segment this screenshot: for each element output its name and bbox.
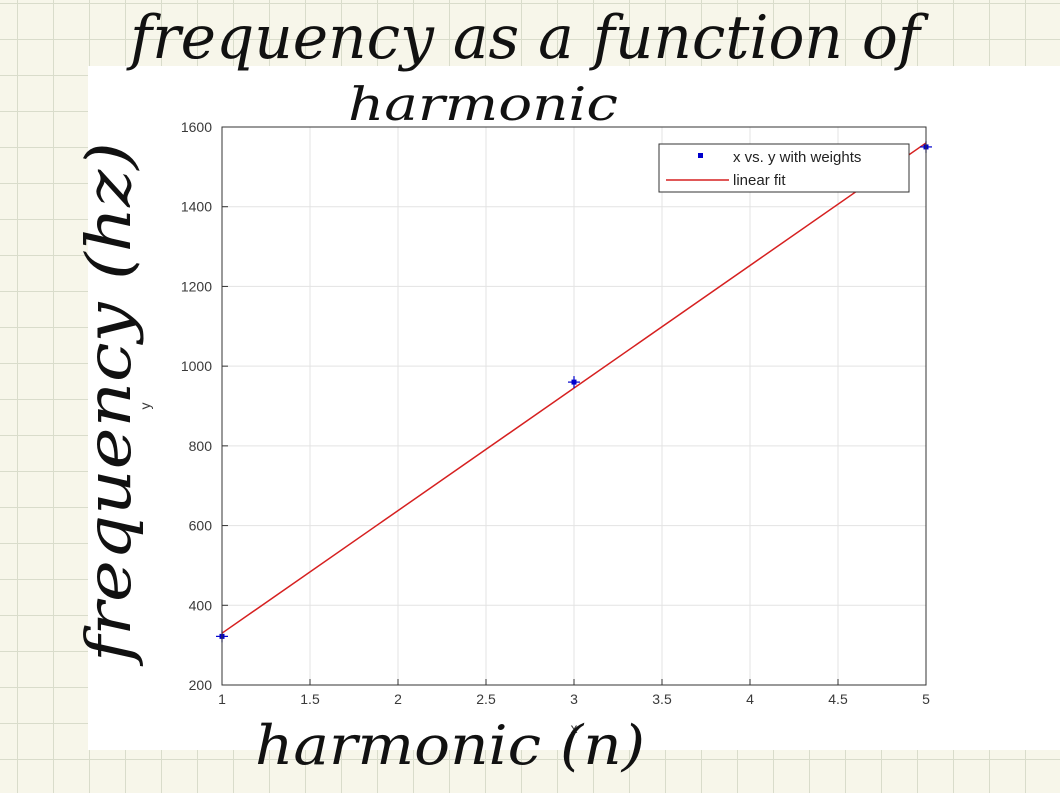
legend-marker-points <box>698 153 703 158</box>
data-point-marker <box>571 379 577 385</box>
handwritten-y-label: frequency (hz) <box>72 142 145 667</box>
handwritten-title-line1: frequency as a function of <box>126 3 930 73</box>
y-axis-label: y <box>137 403 153 410</box>
y-tick-label: 600 <box>189 518 213 534</box>
x-axis-label: x <box>571 720 578 736</box>
x-tick-label: 1.5 <box>300 691 320 707</box>
x-tick-label: 3 <box>570 691 578 707</box>
legend-box <box>658 143 910 193</box>
y-tick-label: 1200 <box>181 278 212 294</box>
x-tick-label: 2 <box>394 691 402 707</box>
y-tick-label: 200 <box>189 677 213 693</box>
legend: x vs. y with weights linear fit <box>658 143 910 193</box>
handwritten-title-line2: harmonic <box>348 77 618 131</box>
x-tick-label: 2.5 <box>476 691 496 707</box>
legend-label-points: x vs. y with weights <box>733 149 861 166</box>
y-tick-label: 1600 <box>181 119 212 135</box>
legend-label-fit: linear fit <box>733 172 786 189</box>
x-tick-label: 4.5 <box>828 691 848 707</box>
handwritten-x-label: harmonic (n) <box>255 714 645 777</box>
x-tick-label: 1 <box>218 691 226 707</box>
handwritten-title: frequency as a function of harmonic <box>126 3 930 131</box>
x-tick-label: 3.5 <box>652 691 672 707</box>
x-tick-label: 5 <box>922 691 930 707</box>
y-tick-label: 1000 <box>181 358 212 374</box>
data-point <box>568 376 580 389</box>
y-tick-label: 800 <box>189 438 213 454</box>
plot-frame <box>221 126 927 686</box>
x-tick-labels: 1 1.5 2 2.5 3 3.5 4 4.5 5 <box>218 691 930 707</box>
y-tick-labels: 200 400 600 800 1000 1200 1400 1600 <box>181 119 212 693</box>
x-tick-label: 4 <box>746 691 754 707</box>
y-tick-label: 1400 <box>181 199 212 215</box>
y-tick-label: 400 <box>189 597 213 613</box>
